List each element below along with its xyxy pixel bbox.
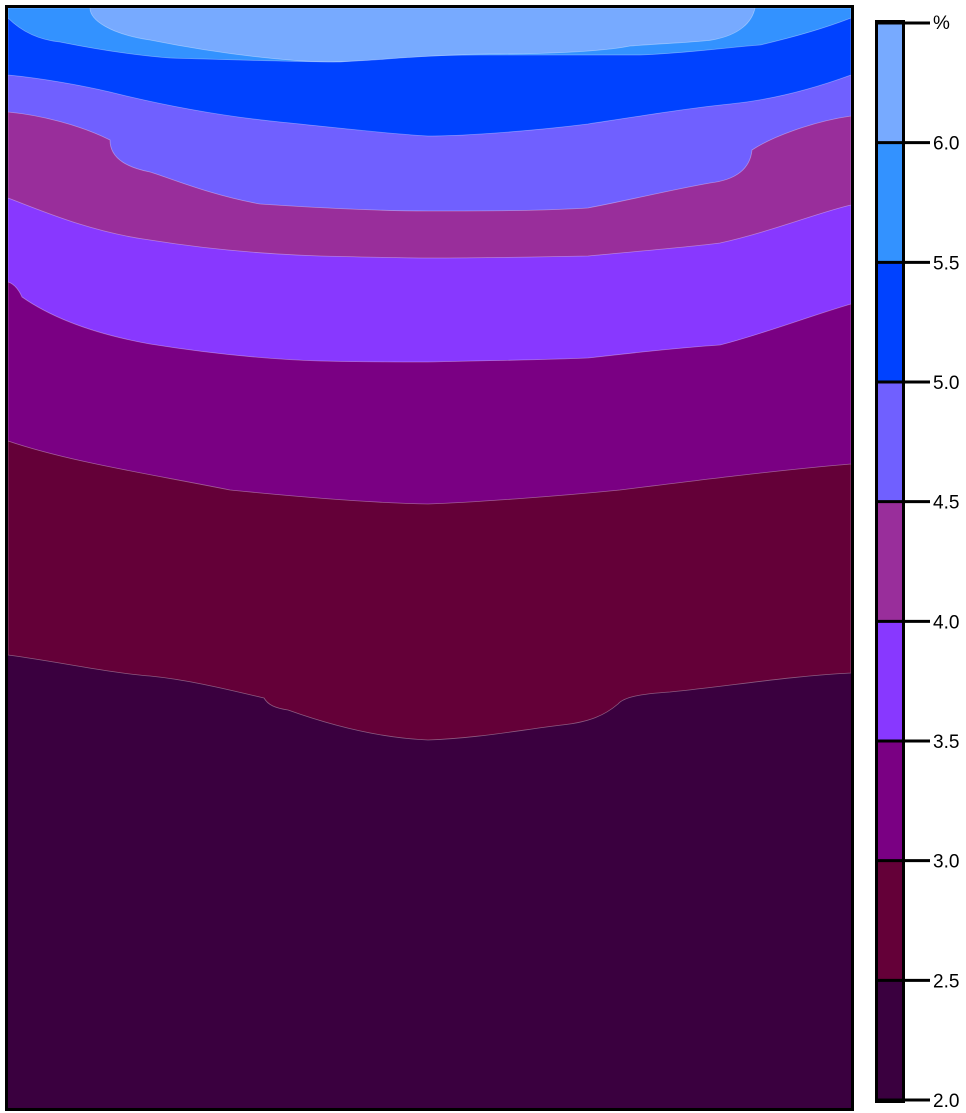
colorbar-tick-label: 4.0 — [933, 612, 959, 633]
colorbar-segment-3.5-4 — [878, 621, 902, 741]
contour-band-6-6.5 — [89, 7, 756, 63]
colorbar-segment-2.5-3 — [878, 860, 902, 981]
colorbar-tick-label: 6.0 — [933, 134, 959, 155]
colorbar-segment-2-2.5 — [878, 980, 902, 1100]
colorbar-tick-label: 5.0 — [933, 373, 959, 394]
colorbar-tick-label: 4.5 — [933, 493, 959, 514]
colorbar: 2.0 2.5 3.0 3.5 4.0 4.5 5.0 5.5 6.0 % — [875, 13, 959, 1112]
colorbar-tick-label: 5.5 — [933, 253, 959, 274]
colorbar-tick-label: 3.0 — [933, 852, 959, 873]
colorbar-segment-5.5-6 — [878, 142, 902, 263]
plot-frame — [5, 5, 854, 1111]
colorbar-segment-5-5.5 — [878, 262, 902, 382]
colorbar-segment-4.5-5 — [878, 382, 902, 502]
colorbar-tick-label: 3.5 — [933, 732, 959, 753]
colorbar-unit-label: % — [933, 13, 950, 34]
colorbar-ticks: 2.0 2.5 3.0 3.5 4.0 4.5 5.0 5.5 6.0 — [876, 21, 959, 1112]
colorbar-segment-6-6.5 — [878, 23, 902, 143]
colorbar-tick-label: 2.0 — [933, 1091, 959, 1112]
colorbar-tick-label: 2.5 — [933, 971, 959, 992]
colorbar-segments — [878, 23, 902, 1100]
colorbar-segment-4-4.5 — [878, 501, 902, 622]
colorbar-segment-3-3.5 — [878, 741, 902, 861]
contour-bands — [7, 7, 852, 1108]
